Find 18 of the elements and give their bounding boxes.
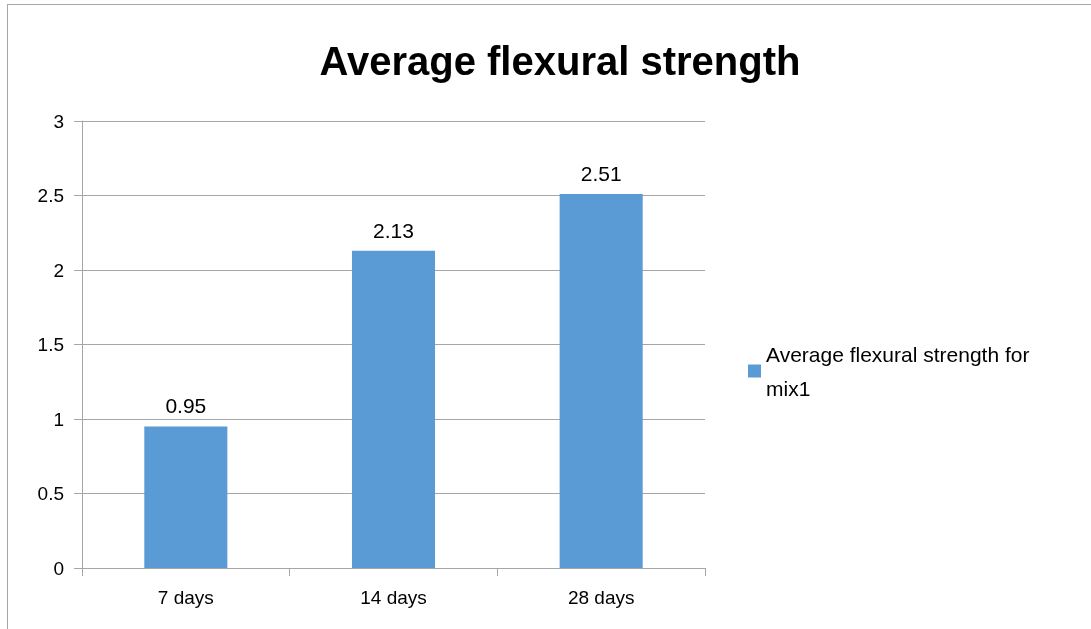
x-tick-label: 28 days bbox=[567, 587, 635, 608]
y-tick-label: 1 bbox=[53, 408, 64, 430]
y-tick-label: 0 bbox=[53, 557, 64, 579]
data-label: 2.13 bbox=[373, 218, 414, 242]
legend-label: Average flexural strength for mix1 bbox=[766, 342, 1036, 400]
x-tick-label: 14 days bbox=[360, 587, 427, 608]
y-tick-label: 2 bbox=[53, 259, 64, 281]
y-tick-label: 2.5 bbox=[37, 185, 64, 206]
y-tick-label: 0.5 bbox=[37, 483, 64, 504]
y-tick-label: 3 bbox=[53, 110, 64, 132]
data-label: 0.95 bbox=[165, 394, 207, 418]
bar bbox=[559, 194, 643, 568]
data-label: 2.51 bbox=[580, 162, 622, 186]
bar bbox=[351, 250, 436, 568]
x-tick-label: 7 days bbox=[157, 587, 214, 608]
y-tick-label: 1.5 bbox=[37, 334, 64, 355]
chart-title: Average flexural strength bbox=[319, 39, 801, 83]
bar bbox=[144, 426, 228, 568]
